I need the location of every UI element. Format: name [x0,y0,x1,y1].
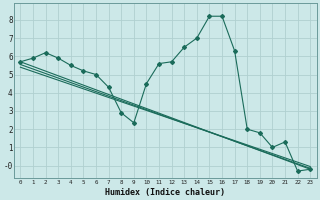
X-axis label: Humidex (Indice chaleur): Humidex (Indice chaleur) [105,188,225,197]
